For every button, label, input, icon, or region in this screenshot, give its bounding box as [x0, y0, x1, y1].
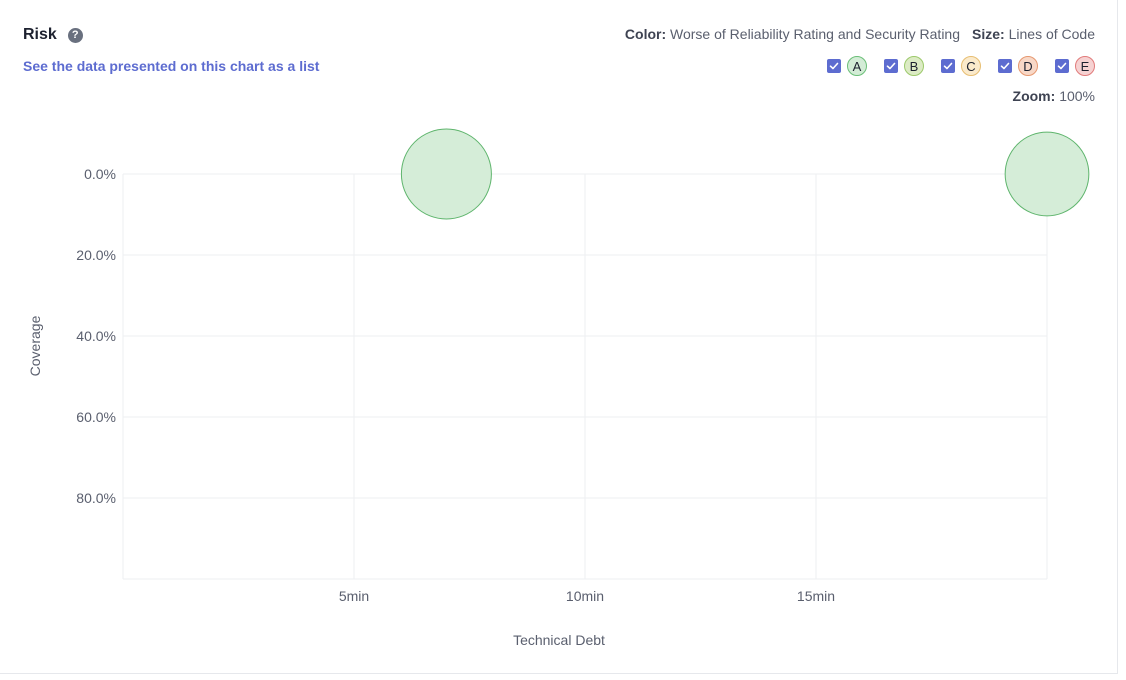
bubble-point[interactable]: [1004, 131, 1090, 217]
rating-filter-c[interactable]: C: [941, 56, 981, 76]
rating-badge-a: A: [847, 56, 867, 76]
x-tick-label: 15min: [797, 588, 835, 604]
rating-filter-b[interactable]: B: [884, 56, 924, 76]
y-tick-label: 40.0%: [76, 328, 116, 344]
checkbox-e[interactable]: [1055, 59, 1069, 73]
zoom-label: Zoom: [1012, 88, 1051, 104]
data-as-list-link[interactable]: See the data presented on this chart as …: [23, 58, 320, 74]
color-legend: Color: Worse of Reliability Rating and S…: [625, 26, 960, 42]
rating-filters: A B C D E: [827, 56, 1095, 76]
title-row: Risk ?: [23, 26, 83, 44]
rating-filter-e[interactable]: E: [1055, 56, 1095, 76]
bubble-point[interactable]: [400, 128, 492, 220]
help-icon[interactable]: ?: [67, 27, 83, 43]
y-tick-label: 80.0%: [76, 490, 116, 506]
size-legend-label: Size:: [972, 26, 1005, 42]
chart-title: Risk: [23, 26, 57, 43]
rating-badge-d: D: [1018, 56, 1038, 76]
color-legend-label: Color:: [624, 26, 667, 42]
rating-badge-e: E: [1075, 56, 1095, 76]
checkbox-d[interactable]: [998, 59, 1012, 73]
x-axis-title: Technical Debt: [513, 632, 605, 648]
zoom-indicator: Zoom: 100%: [1012, 88, 1095, 104]
y-tick-label: 20.0%: [76, 247, 116, 263]
size-legend: Size: Lines of Code: [972, 26, 1095, 42]
y-tick-label: 0.0%: [84, 166, 116, 182]
checkbox-a[interactable]: [827, 59, 841, 73]
y-tick-label: 60.0%: [76, 409, 116, 425]
x-tick-label: 5min: [339, 588, 369, 604]
color-legend-value: Worse of Reliability Rating and Security…: [670, 26, 961, 42]
y-axis-title: Coverage: [27, 315, 43, 376]
zoom-value: 100%: [1059, 88, 1095, 104]
rating-filter-a[interactable]: A: [827, 56, 867, 76]
checkbox-c[interactable]: [941, 59, 955, 73]
rating-badge-c: C: [961, 56, 981, 76]
legend-description: Color: Worse of Reliability Rating and S…: [625, 26, 1095, 42]
rating-badge-b: B: [904, 56, 924, 76]
size-legend-value: Lines of Code: [1008, 26, 1095, 42]
checkbox-b[interactable]: [884, 59, 898, 73]
x-tick-label: 10min: [566, 588, 604, 604]
rating-filter-d[interactable]: D: [998, 56, 1038, 76]
